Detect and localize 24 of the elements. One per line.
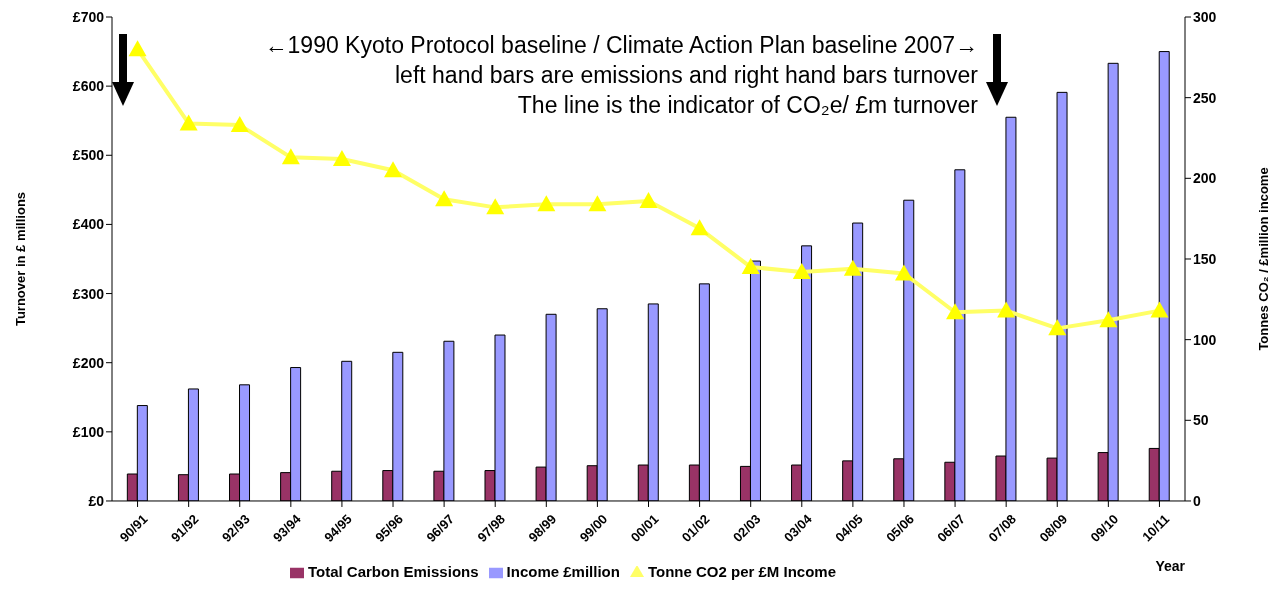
- y-tick-label: £600: [72, 78, 105, 95]
- y2-axis-title: Tonnes CO₂ / £million income: [1255, 167, 1271, 351]
- y2-tick-label: 300: [1193, 8, 1217, 25]
- y2-tick-label: 250: [1193, 89, 1217, 106]
- y-tick-label: £100: [72, 423, 105, 440]
- y2-tick-label: 100: [1193, 331, 1217, 348]
- annotation: left hand bars are emissions and right hand bars turnover: [394, 61, 978, 90]
- y-tick-label: £700: [72, 8, 105, 25]
- y-tick-label: £0: [88, 492, 105, 509]
- y-tick-label: £500: [72, 147, 105, 164]
- x-axis-title: Year: [1155, 557, 1186, 574]
- y-tick-label: £200: [72, 354, 105, 371]
- y2-tick-label: 200: [1193, 170, 1217, 187]
- y2-tick-label: 0: [1193, 492, 1201, 509]
- y-tick-label: £300: [72, 285, 105, 302]
- legend-label: Total Carbon Emissions: [307, 562, 479, 580]
- legend-label: Income £million: [506, 562, 620, 580]
- y2-tick-label: 150: [1193, 250, 1217, 267]
- annotation: ←1990 Kyoto Protocol baseline / Climate Action Plan baseline 2007→: [263, 31, 978, 60]
- y2-tick-label: 50: [1193, 412, 1209, 429]
- y-axis-title: Turnover in £ millions: [12, 191, 28, 327]
- legend-label: Tonne CO2 per £M Income: [647, 562, 837, 580]
- y-tick-label: £400: [72, 216, 105, 233]
- annotation: The line is the indicator of CO₂e/ £m turnover: [516, 91, 978, 120]
